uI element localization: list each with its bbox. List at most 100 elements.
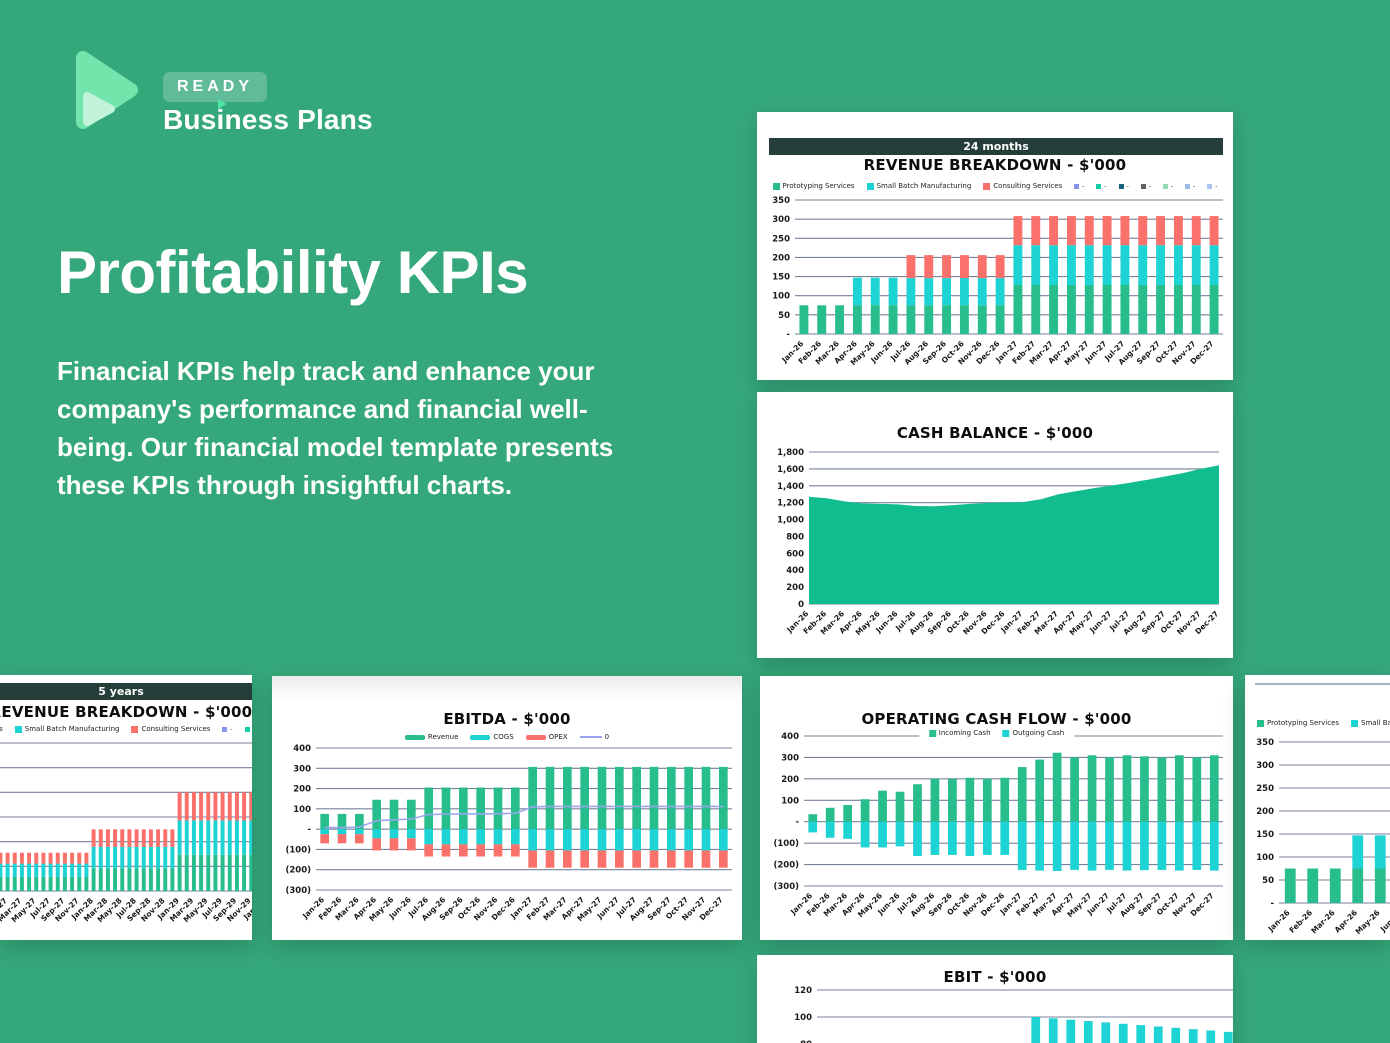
period-badge: 5 years bbox=[0, 683, 252, 700]
plot-area: 400 300 200 100 - (100) (200) (300) Jan-26 Feb-26… bbox=[272, 676, 742, 940]
period-badge: 24 months bbox=[769, 138, 1223, 155]
chart-canvas: 1,800 1,600 1,400 1,200 1,000 800 600 400 200 0Ja… bbox=[777, 448, 1220, 637]
legend-item: Incoming Cash bbox=[928, 729, 991, 737]
chart-legend: Prototyping Services Small Batch Manufact… bbox=[0, 725, 252, 733]
legend-swatch-icon bbox=[131, 725, 139, 733]
legend-item: Small Batch Manufacturing bbox=[1351, 719, 1390, 727]
svg-text:May-26: May-26 bbox=[1354, 908, 1382, 936]
legend-swatch-icon bbox=[866, 182, 874, 190]
svg-text:(100): (100) bbox=[285, 845, 311, 855]
svg-text:100: 100 bbox=[293, 805, 311, 815]
legend-label: Incoming Cash bbox=[938, 729, 991, 737]
svg-text:150: 150 bbox=[1256, 830, 1274, 840]
svg-text:(100): (100) bbox=[773, 839, 799, 849]
legend-swatch-icon bbox=[1351, 719, 1359, 727]
series-ebit bbox=[1031, 1017, 1233, 1043]
legend-swatch-icon bbox=[1140, 183, 1146, 189]
y-axis-labels: 400 300 200 100 - (100) (200) (300) bbox=[773, 732, 799, 892]
chart-canvas: 400 300 200 100 - (100) (200) (300)Jan-26Feb-26… bbox=[773, 732, 1223, 919]
svg-text:(300): (300) bbox=[773, 882, 799, 892]
gridlines bbox=[804, 735, 1223, 887]
svg-text:100: 100 bbox=[781, 796, 799, 806]
chart-title: CASH BALANCE - $'000 bbox=[896, 424, 1094, 442]
svg-text:200: 200 bbox=[1256, 807, 1274, 817]
svg-text:1,600: 1,600 bbox=[777, 465, 804, 475]
legend-item-hidden: - bbox=[1185, 183, 1195, 190]
legend-label: Prototyping Services bbox=[782, 182, 855, 190]
svg-text:Jun-26: Jun-26 bbox=[1378, 908, 1390, 934]
chart-canvas: 12010080604020-(20)(40)(60)(80)Jan-26Feb… bbox=[794, 986, 1237, 1043]
legend-swatch-icon bbox=[244, 726, 250, 732]
legend-swatch-icon bbox=[983, 182, 991, 190]
series-marks bbox=[1031, 1017, 1233, 1043]
svg-text:1,800: 1,800 bbox=[777, 448, 804, 458]
legend-label: Small Batch Manufacturing bbox=[24, 725, 120, 733]
svg-text:350: 350 bbox=[1256, 738, 1274, 748]
svg-text:200: 200 bbox=[772, 253, 790, 263]
legend-swatch-icon bbox=[14, 725, 22, 733]
svg-text:(200): (200) bbox=[285, 866, 311, 876]
series-incoming-cash bbox=[808, 752, 1219, 822]
legend-label: - bbox=[230, 725, 233, 733]
series-consulting-services bbox=[906, 216, 1219, 279]
gridlines bbox=[795, 199, 1223, 335]
legend-swatch-icon bbox=[579, 736, 602, 738]
series-revenue bbox=[320, 766, 728, 830]
legend-item: COGS bbox=[470, 733, 514, 741]
brand-block: READY Business Plans bbox=[75, 48, 495, 148]
legend-item-hidden: - bbox=[1118, 182, 1129, 190]
legend-item: OPEX bbox=[525, 733, 568, 741]
x-axis-labels: Jan-26Feb-26Mar-26Apr-26May-26Jun-26Jul-… bbox=[779, 339, 1215, 367]
plot-area: 600500400300200100-Jan-26Mar-26May-26Jul… bbox=[0, 675, 252, 940]
chart-title: REVENUE BREAKDOWN - $'000 bbox=[0, 703, 252, 721]
legend-swatch-icon bbox=[1002, 729, 1010, 737]
svg-text:100: 100 bbox=[772, 292, 790, 302]
svg-text:250: 250 bbox=[1256, 784, 1274, 794]
panel-revenue-breakdown-5y-clip: 5 years REVENUE BREAKDOWN - $'000 Protot… bbox=[0, 675, 252, 940]
svg-text:300: 300 bbox=[772, 215, 790, 225]
legend-item-hidden: - bbox=[1096, 183, 1107, 190]
legend-swatch-icon bbox=[1207, 183, 1213, 189]
plot-area: 12010080604020-(20)(40)(60)(80)Jan-26Feb… bbox=[757, 955, 1237, 1043]
svg-text:200: 200 bbox=[293, 785, 311, 795]
series-marks bbox=[0, 792, 252, 891]
legend-label: COGS bbox=[493, 733, 514, 741]
legend-swatch-icon bbox=[222, 726, 228, 732]
series-marks bbox=[1284, 835, 1386, 903]
play-dot-icon bbox=[218, 99, 227, 109]
panel-top-rule bbox=[1255, 683, 1390, 685]
series-marks bbox=[320, 766, 728, 868]
brand-name-text: Business Plans bbox=[163, 104, 373, 135]
plot-area: 350 300 250 200 150 100 50 - Jan-26 Feb-26 Mar-26 A… bbox=[1245, 675, 1390, 940]
chart-legend: Incoming Cash Outgoing Cash bbox=[918, 729, 1075, 737]
legend-item-hidden: - bbox=[1140, 183, 1151, 190]
legend-label: - bbox=[1193, 182, 1196, 190]
legend-label: 0 bbox=[604, 733, 610, 741]
svg-text:Mar-26: Mar-26 bbox=[1309, 908, 1336, 935]
x-axis-labels: Jan-26Feb-26Mar-26Apr-26May-26Jun-26Jul-… bbox=[300, 895, 725, 923]
series-small-batch-manufacturing bbox=[852, 245, 1219, 306]
panel-cash-balance: CASH BALANCE - $'000 1,800 1,600 1,400 1,20… bbox=[757, 392, 1233, 658]
legend-swatch-icon bbox=[928, 729, 936, 737]
svg-text:150: 150 bbox=[772, 273, 790, 283]
gridlines bbox=[0, 742, 252, 892]
svg-text:-: - bbox=[1270, 899, 1274, 909]
legend-label: - bbox=[1082, 182, 1085, 190]
svg-text:300: 300 bbox=[293, 764, 311, 774]
legend-label: - bbox=[1126, 182, 1129, 190]
chart-legend: Revenue COGS OPEX 0 bbox=[272, 733, 742, 741]
legend-label: Revenue bbox=[427, 733, 459, 741]
svg-text:400: 400 bbox=[786, 566, 804, 576]
svg-text:400: 400 bbox=[781, 732, 799, 742]
legend-label: Small Batch Manufacturing bbox=[1361, 719, 1390, 727]
series-cogs bbox=[320, 829, 728, 851]
legend-item-hidden: - bbox=[244, 726, 252, 733]
legend-label: Consulting Services bbox=[141, 725, 211, 733]
legend-item: Outgoing Cash bbox=[1002, 729, 1064, 737]
chart-legend: Prototyping Services Small Batch Manufact… bbox=[757, 182, 1233, 190]
legend-label: Consulting Services bbox=[993, 182, 1063, 190]
gridlines bbox=[316, 747, 732, 891]
series-small-batch-manufacturing bbox=[1352, 835, 1386, 869]
legend-swatch-icon bbox=[1096, 183, 1102, 189]
svg-text:800: 800 bbox=[786, 532, 804, 542]
